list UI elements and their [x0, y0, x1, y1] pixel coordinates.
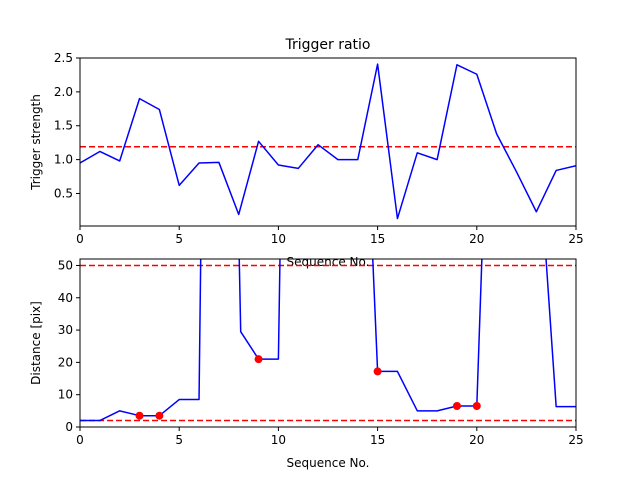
y-tick-label: 30: [58, 323, 73, 337]
x-axis-label: Sequence No.: [287, 456, 370, 470]
marker-points: [135, 355, 481, 420]
x-tick-label: 0: [76, 232, 84, 246]
x-tick-label: 20: [469, 232, 484, 246]
marker-point: [155, 411, 164, 420]
x-tick-label: 20: [469, 433, 484, 447]
y-axis-label: Trigger strength: [29, 94, 43, 191]
x-axis-ticks: 0 5 10 15 20 25: [76, 427, 584, 447]
marker-point: [472, 402, 481, 410]
y-axis-ticks: 0.5 1.0 1.5 2.0 2.5: [54, 51, 80, 200]
y-tick-label: 50: [58, 258, 73, 272]
x-tick-label: 25: [568, 232, 583, 246]
x-axis-label: Sequence No.: [287, 255, 370, 269]
distance-panel: 0 5 10 15 20 25 0 10 20 30 40 50 Sequence No. Dist…: [29, 258, 584, 470]
chart-title: Trigger ratio: [284, 37, 370, 53]
y-tick-label: 1.5: [54, 119, 73, 133]
x-tick-label: 0: [76, 433, 84, 447]
y-tick-label: 40: [58, 291, 73, 305]
series-lines: [80, 63, 576, 220]
threshold-lines: [80, 264, 576, 422]
x-tick-label: 10: [271, 232, 286, 246]
x-tick-label: 15: [370, 433, 385, 447]
y-axis-ticks: 0 10 20 30 40 50: [58, 258, 80, 434]
y-tick-label: 0.5: [54, 186, 73, 200]
trigger-ratio-panel: 0 5 10 15 20 25 0.5 1.0 1.5 2.0 2.5 Trigger ratio…: [29, 37, 584, 269]
x-tick-label: 15: [370, 232, 385, 246]
plot-frame: [79, 258, 577, 428]
y-tick-label: 10: [58, 388, 73, 402]
x-tick-label: 25: [568, 433, 583, 447]
y-tick-label: 1.0: [54, 153, 73, 167]
marker-point: [452, 402, 461, 410]
y-tick-label: 2.0: [54, 85, 73, 99]
x-tick-label: 5: [175, 433, 183, 447]
y-tick-label: 20: [58, 355, 73, 369]
series-line: [80, 63, 576, 220]
x-axis-ticks: 0 5 10 15 20 25: [76, 226, 584, 246]
plot-frame: [79, 57, 577, 227]
marker-point: [135, 411, 144, 420]
y-tick-label: 2.5: [54, 51, 73, 65]
x-tick-label: 5: [175, 232, 183, 246]
x-tick-label: 10: [271, 433, 286, 447]
marker-point: [254, 355, 263, 364]
marker-point: [373, 367, 382, 376]
y-tick-label: 0: [65, 420, 73, 434]
y-axis-label: Distance [pix]: [29, 301, 43, 385]
